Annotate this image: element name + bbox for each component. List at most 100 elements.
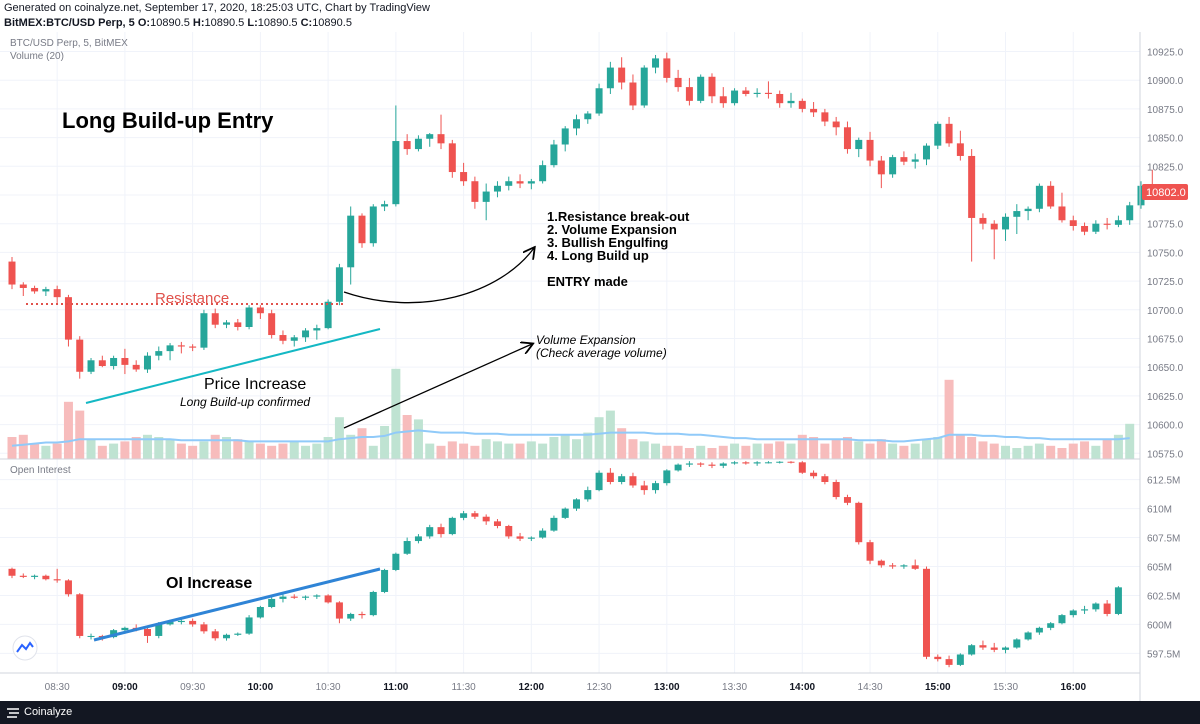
volume-bar	[18, 434, 28, 459]
price-candle	[177, 345, 185, 347]
price-candle	[110, 357, 118, 367]
volume-bar	[41, 445, 51, 459]
oi-candle	[1024, 632, 1032, 640]
time-tick-label: 16:00	[1060, 682, 1086, 693]
oi-candle	[53, 579, 61, 581]
oi-candle	[516, 536, 524, 539]
volume-bar	[605, 410, 615, 459]
oi-candle	[674, 464, 682, 471]
oi-candle	[764, 462, 772, 464]
price-tick-label: 10925.0	[1147, 48, 1184, 59]
oi-candle	[810, 472, 818, 477]
volume-bar	[75, 410, 85, 459]
price-candle	[437, 134, 445, 144]
volume-bar	[617, 428, 627, 459]
oi-axis[interactable]: 612.5M 610M 607.5M 605M 602.5M 600M 597.5M	[1147, 476, 1180, 661]
volume-bar	[199, 441, 209, 459]
volume-bar	[1034, 443, 1044, 459]
volume-bar	[583, 432, 593, 459]
oi-candle	[866, 542, 874, 561]
volume-bar	[865, 443, 875, 459]
volume-bar	[921, 439, 931, 459]
price-candle	[155, 351, 163, 356]
price-candle	[764, 92, 772, 94]
volume-bar	[459, 443, 469, 459]
oi-candle	[776, 461, 784, 463]
volume-arrow[interactable]	[343, 344, 532, 429]
volume-bar	[368, 445, 378, 459]
tradingview-logo-icon[interactable]	[12, 635, 38, 661]
volume-bar	[899, 445, 909, 459]
oi-candle	[189, 620, 197, 625]
oi-tick-label: 600M	[1147, 620, 1172, 631]
price-candle	[42, 289, 50, 292]
price-candle	[539, 165, 547, 182]
volume-bar	[97, 445, 107, 459]
volume-bar	[131, 437, 141, 459]
volume-bar	[989, 443, 999, 459]
oi-candle	[324, 595, 332, 603]
ohlc-close-label: C:	[300, 17, 313, 29]
oi-trend-line[interactable]	[93, 567, 381, 642]
oi-candle	[256, 607, 264, 618]
volume-bar	[888, 443, 898, 459]
symbol-ohlc-line: BitMEX:BTC/USD Perp, 5 O:10890.5 H:10890…	[4, 17, 352, 29]
time-axis[interactable]: 08:30 09:00 09:30 10:00 10:30 11:00 11:30 12:00…	[45, 682, 1087, 693]
oi-tick-label: 612.5M	[1147, 476, 1180, 487]
price-candle	[121, 357, 129, 365]
time-tick-label: 10:30	[316, 682, 341, 693]
oi-candle	[392, 553, 400, 570]
price-candle	[53, 289, 61, 298]
volume-bar	[86, 439, 96, 459]
price-candle	[922, 145, 930, 160]
price-candle	[832, 121, 840, 128]
price-candle	[787, 100, 795, 104]
footer-bar: Coinalyze	[0, 701, 1200, 724]
oi-candle	[539, 530, 547, 538]
oi-candle	[573, 499, 580, 509]
oi-tick-label: 607.5M	[1147, 534, 1180, 545]
entry-arrow[interactable]	[343, 248, 534, 304]
volume-bar	[413, 419, 423, 459]
price-candle	[956, 143, 964, 156]
price-candles	[8, 52, 1156, 379]
volume-bar	[639, 441, 649, 459]
price-candle	[719, 96, 727, 104]
oi-candle	[889, 565, 897, 567]
price-candle	[945, 123, 953, 144]
last-price-label: 10802.0	[1146, 187, 1186, 199]
chart-svg[interactable]: 10925.010900.010875.010850.010825.010800…	[0, 32, 1200, 701]
price-candle	[31, 287, 39, 292]
price-candle	[279, 335, 287, 341]
price-candle	[629, 82, 637, 106]
price-candle	[900, 157, 908, 162]
price-candle	[674, 77, 682, 88]
time-tick-label: 15:30	[993, 682, 1018, 693]
price-candle	[19, 284, 27, 288]
price-candle	[1114, 220, 1122, 225]
volume-bar	[63, 401, 73, 459]
volume-bar	[763, 443, 773, 459]
volume-bar	[538, 443, 548, 459]
price-trend-line[interactable]	[85, 328, 381, 404]
oi-candle	[1047, 623, 1055, 628]
volume-bar	[1023, 445, 1033, 459]
volume-bar	[1080, 441, 1090, 459]
ohlc-low-label: L:	[247, 17, 258, 29]
price-legend-symbol: BTC/USD Perp, 5, BitMEX	[10, 38, 128, 49]
volume-bar	[210, 434, 220, 459]
price-candle	[663, 58, 671, 78]
oi-candle	[426, 527, 434, 537]
price-candle	[685, 87, 693, 101]
price-candle	[1069, 220, 1077, 226]
oi-candle	[606, 472, 614, 482]
volume-bar	[978, 441, 988, 459]
oi-candle	[843, 497, 851, 503]
volume-bar	[278, 443, 288, 459]
price-axis[interactable]: 10925.010900.010875.010850.010825.010800…	[1147, 48, 1184, 461]
volume-bar	[391, 368, 401, 459]
price-candle	[990, 223, 998, 230]
time-tick-label: 13:00	[654, 682, 680, 693]
oi-candle	[358, 613, 366, 616]
